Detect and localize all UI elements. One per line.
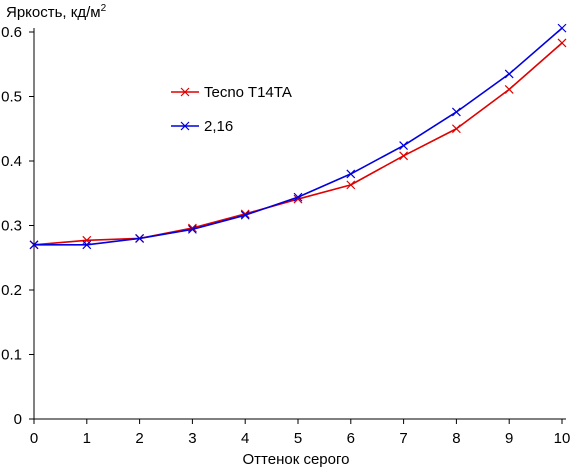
data-point-marker bbox=[187, 223, 197, 233]
y-tick-label: 0 bbox=[14, 411, 22, 428]
axes: 0 0.1 0.2 0.3 0.4 0.5 0.6 0 1 2 3 4 5 6 7 8 9 10 bbox=[1, 24, 570, 447]
data-point-marker bbox=[451, 107, 461, 117]
y-tick-label: 0.3 bbox=[1, 218, 22, 235]
y-axis-title-text: Яркость, кд/м bbox=[6, 4, 101, 21]
data-point-marker bbox=[346, 169, 356, 179]
x-tick-label: 10 bbox=[554, 430, 570, 447]
data-point-marker bbox=[557, 38, 567, 48]
x-tick-label: 4 bbox=[241, 430, 249, 447]
data-point-marker bbox=[293, 192, 303, 202]
x-tick-label: 0 bbox=[30, 430, 38, 447]
data-point-marker bbox=[187, 224, 197, 234]
x-tick-label: 9 bbox=[505, 430, 513, 447]
legend-label: Tecno T14TA bbox=[204, 84, 292, 101]
data-point-marker bbox=[504, 84, 514, 94]
y-tick-label: 0.4 bbox=[1, 153, 22, 170]
y-axis-title-superscript: 2 bbox=[101, 3, 107, 14]
data-point-marker bbox=[399, 141, 409, 150]
data-point-marker bbox=[29, 240, 39, 250]
legend-label: 2,16 bbox=[204, 118, 233, 135]
legend-swatch-marker bbox=[180, 87, 190, 97]
x-tick-label: 5 bbox=[294, 430, 302, 447]
x-tick-label: 6 bbox=[347, 430, 355, 447]
x-tick-label: 7 bbox=[399, 430, 407, 447]
series-0 bbox=[29, 38, 567, 250]
data-point-marker bbox=[451, 124, 461, 134]
x-tick-label: 1 bbox=[83, 430, 91, 447]
x-axis-title: Оттенок серого bbox=[243, 451, 350, 468]
x-tick-label: 8 bbox=[452, 430, 460, 447]
legend: Tecno T14TA 2,16 bbox=[171, 84, 292, 135]
series-layer bbox=[29, 23, 567, 250]
y-axis-title: Яркость, кд/м2 bbox=[6, 3, 107, 21]
data-point-marker bbox=[399, 151, 409, 161]
data-point-marker bbox=[240, 210, 250, 220]
series-1 bbox=[29, 23, 567, 250]
y-tick-label: 0.1 bbox=[1, 347, 22, 364]
y-tick-label: 0.6 bbox=[1, 24, 22, 41]
data-point-marker bbox=[557, 23, 567, 33]
data-point-marker bbox=[346, 180, 356, 190]
series-line bbox=[34, 27, 563, 246]
x-tick-label: 2 bbox=[135, 430, 143, 447]
y-tick-label: 0.2 bbox=[1, 282, 22, 299]
series-line bbox=[33, 42, 563, 246]
y-tick-label: 0.5 bbox=[1, 89, 22, 106]
data-point-marker bbox=[82, 240, 92, 250]
data-point-marker bbox=[135, 233, 145, 243]
x-tick-label: 3 bbox=[188, 430, 196, 447]
data-point-marker bbox=[504, 69, 514, 79]
legend-swatch-marker bbox=[180, 121, 190, 131]
